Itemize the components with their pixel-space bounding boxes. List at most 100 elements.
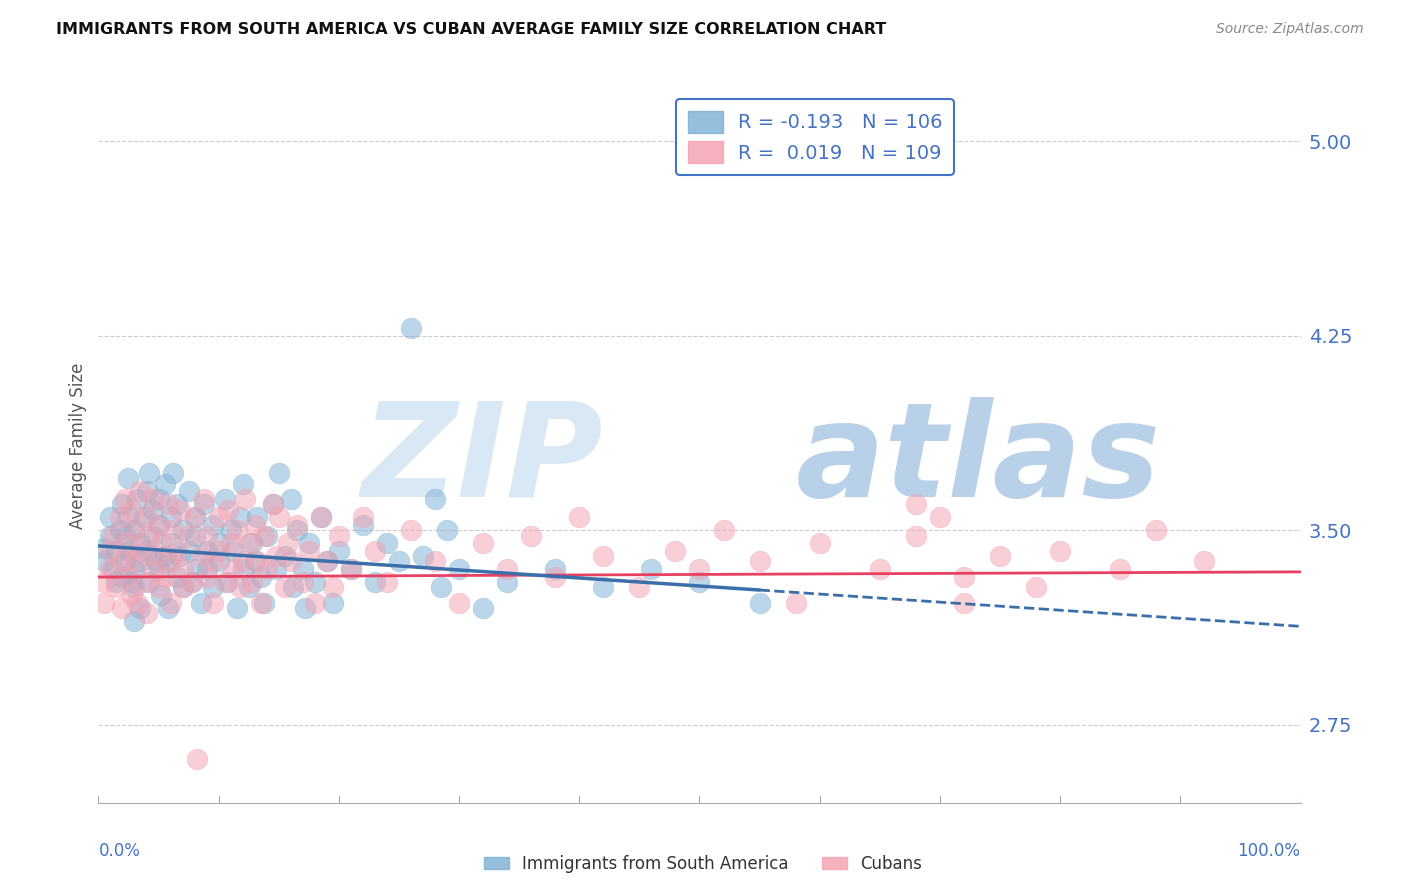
Point <box>232 554 254 568</box>
Point <box>1194 554 1216 568</box>
Point <box>108 510 131 524</box>
Point <box>117 471 139 485</box>
Point <box>447 562 470 576</box>
Point <box>1144 524 1167 538</box>
Point <box>201 581 224 595</box>
Point <box>1049 544 1071 558</box>
Point <box>240 575 263 590</box>
Point <box>129 536 152 550</box>
Point <box>157 601 180 615</box>
Point <box>748 554 770 568</box>
Point <box>149 588 172 602</box>
Point <box>129 601 152 615</box>
Point <box>246 554 269 568</box>
Point <box>121 502 143 516</box>
Point <box>904 497 927 511</box>
Point <box>157 497 180 511</box>
Point <box>246 510 269 524</box>
Point <box>249 570 271 584</box>
Point <box>148 518 170 533</box>
Point <box>309 510 332 524</box>
Point <box>111 570 134 584</box>
Point <box>1109 562 1132 576</box>
Point <box>138 528 160 542</box>
Point <box>101 562 124 576</box>
Point <box>148 492 170 507</box>
Point <box>172 562 194 576</box>
Point <box>177 528 200 542</box>
Point <box>100 562 122 576</box>
Point <box>225 524 247 538</box>
Point <box>953 570 976 584</box>
Point <box>183 528 205 542</box>
Point <box>364 575 387 590</box>
Point <box>135 510 157 524</box>
Point <box>177 484 200 499</box>
Point <box>138 575 160 590</box>
Point <box>159 554 181 568</box>
Point <box>162 524 184 538</box>
Point <box>105 575 128 590</box>
Point <box>129 484 152 499</box>
Point <box>375 536 398 550</box>
Point <box>121 575 143 590</box>
Text: 0.0%: 0.0% <box>98 842 141 860</box>
Point <box>689 562 711 576</box>
Point <box>101 528 124 542</box>
Point <box>544 570 567 584</box>
Point <box>141 562 163 576</box>
Point <box>181 575 204 590</box>
Point <box>304 575 326 590</box>
Point <box>190 596 212 610</box>
Point <box>135 607 157 621</box>
Point <box>138 467 160 481</box>
Point <box>145 549 167 564</box>
Point <box>222 544 245 558</box>
Point <box>214 492 236 507</box>
Point <box>177 544 200 558</box>
Point <box>217 502 239 516</box>
Point <box>352 518 374 533</box>
Point <box>785 596 807 610</box>
Point <box>132 575 155 590</box>
Point <box>124 524 146 538</box>
Point <box>262 497 284 511</box>
Point <box>111 554 134 568</box>
Point <box>105 544 128 558</box>
Point <box>201 554 224 568</box>
Point <box>869 562 891 576</box>
Point <box>148 518 170 533</box>
Point <box>129 554 152 568</box>
Point <box>183 510 205 524</box>
Point <box>280 554 302 568</box>
Legend: R = -0.193   N = 106, R =  0.019   N = 109: R = -0.193 N = 106, R = 0.019 N = 109 <box>676 99 955 175</box>
Point <box>208 554 231 568</box>
Point <box>447 596 470 610</box>
Point <box>100 528 122 542</box>
Point <box>195 528 218 542</box>
Point <box>285 524 308 538</box>
Point <box>412 549 434 564</box>
Point <box>153 549 176 564</box>
Point <box>141 502 163 516</box>
Point <box>121 588 143 602</box>
Point <box>169 502 191 516</box>
Point <box>222 562 245 576</box>
Point <box>309 510 332 524</box>
Point <box>114 528 136 542</box>
Point <box>214 575 236 590</box>
Point <box>193 497 215 511</box>
Point <box>423 554 446 568</box>
Point <box>162 467 184 481</box>
Point <box>169 549 191 564</box>
Point <box>294 601 316 615</box>
Point <box>1025 581 1047 595</box>
Point <box>100 510 122 524</box>
Point <box>628 581 651 595</box>
Point <box>111 601 134 615</box>
Point <box>172 524 194 538</box>
Point <box>748 596 770 610</box>
Point <box>141 492 163 507</box>
Point <box>124 562 146 576</box>
Point <box>201 518 224 533</box>
